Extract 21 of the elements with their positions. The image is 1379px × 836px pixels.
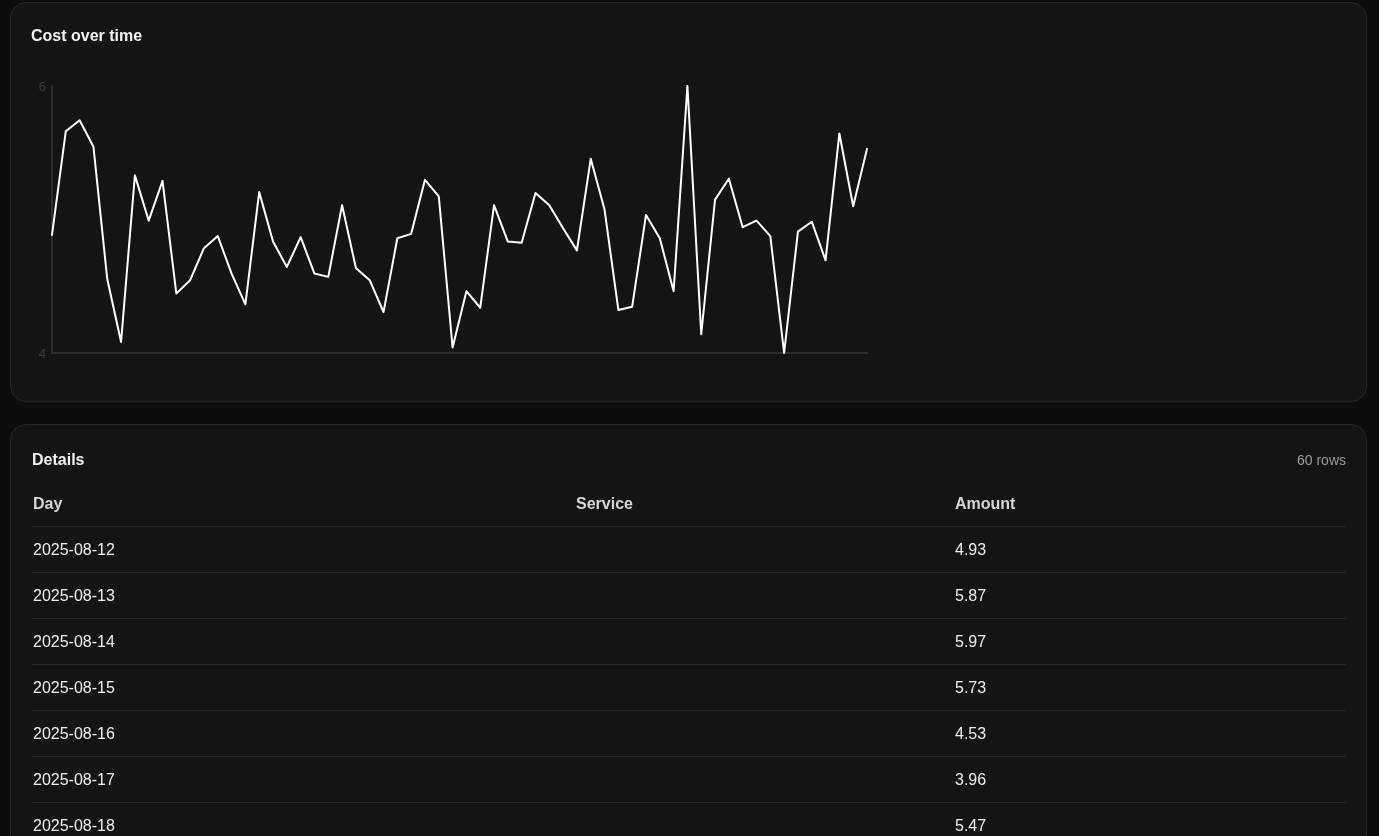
text: 2025-08-15: [33, 678, 115, 696]
chart-title: Cost over time: [31, 27, 143, 45]
line-series: [51, 85, 868, 354]
text: 4.93: [955, 540, 987, 558]
category-label: Day: [32, 494, 64, 513]
text: 5.87: [955, 586, 987, 604]
text: 2025-08-17: [33, 770, 115, 788]
text: 2025-08-16: [33, 724, 115, 742]
text: 4.53: [955, 724, 987, 742]
text: 2025-08-18: [33, 816, 115, 834]
text: 2025-08-13: [33, 586, 115, 604]
text: 60 rows: [1296, 452, 1346, 468]
text: 5.47: [955, 816, 987, 834]
category-label: Service: [575, 494, 634, 513]
category-label: Amount: [954, 494, 1017, 513]
text: 5.97: [955, 632, 987, 650]
text: Details: [32, 451, 85, 469]
text: 5.73: [955, 678, 987, 696]
text: 2025-08-14: [33, 632, 115, 650]
text: 2025-08-12: [33, 540, 115, 558]
text: 3.96: [955, 770, 987, 788]
